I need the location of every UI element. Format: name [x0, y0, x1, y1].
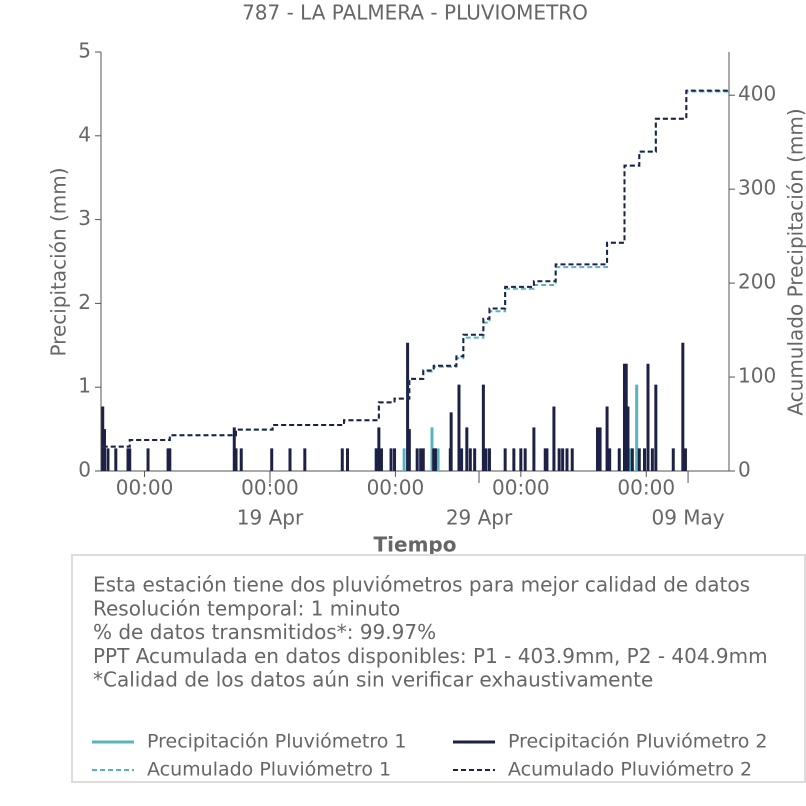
annotation-line: Resolución temporal: 1 minuto	[93, 596, 400, 620]
y-tick-label: 1	[78, 374, 91, 398]
annotation-line: *Calidad de los datos aún sin verificar …	[93, 668, 653, 692]
cumulative-line	[102, 90, 729, 448]
x-tick-label: 09 May	[651, 506, 724, 530]
annotation-line: Esta estación tiene dos pluviómetros par…	[93, 573, 750, 597]
legend-label: Acumulado Pluviómetro 1	[147, 759, 391, 781]
annotation-line: % de datos transmitidos*: 99.97%	[93, 620, 436, 644]
x-tick-label: 00:00	[367, 476, 425, 500]
y2-axis-label: Acumulado Precipitación (mm)	[784, 108, 806, 415]
y2-tick-label: 400	[738, 82, 776, 106]
chart-title: 787 - LA PALMERA - PLUVIOMETRO	[242, 1, 588, 25]
x-axis-label: Tiempo	[374, 533, 457, 557]
y-axis-label: Precipitación (mm)	[47, 167, 71, 356]
y-tick-label: 2	[78, 290, 91, 314]
legend-label: Precipitación Pluviómetro 1	[147, 731, 407, 753]
y2-tick-label: 300	[738, 176, 776, 200]
x-tick-label: 19 Apr	[237, 506, 304, 530]
y2-tick-label: 0	[738, 458, 751, 482]
info-box	[71, 554, 806, 783]
annotation-line: PPT Acumulada en datos disponibles: P1 -…	[93, 644, 768, 668]
x-tick-label: 00:00	[116, 476, 174, 500]
y-tick-label: 5	[78, 39, 91, 63]
x-tick-label: 00:00	[617, 476, 675, 500]
x-tick-label: 29 Apr	[446, 506, 513, 530]
legend-label: Acumulado Pluviómetro 2	[508, 759, 752, 781]
y2-tick-label: 100	[738, 364, 776, 388]
cumulative-line	[102, 89, 729, 448]
y-tick-label: 0	[78, 458, 91, 482]
legend-label: Precipitación Pluviómetro 2	[508, 731, 768, 753]
y-tick-label: 4	[78, 122, 91, 146]
y-tick-label: 3	[78, 206, 91, 230]
y2-tick-label: 200	[738, 270, 776, 294]
x-tick-label: 00:00	[492, 476, 550, 500]
